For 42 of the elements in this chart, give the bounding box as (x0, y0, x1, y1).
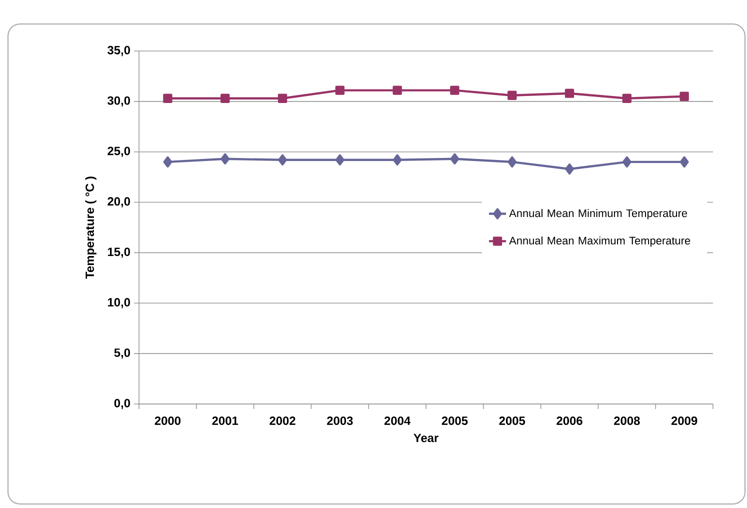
legend-label: Annual Mean Minimum Temperature (509, 209, 688, 220)
x-tick-label: 2000 (154, 416, 181, 425)
y-tick-label: 5,0 (114, 348, 130, 359)
point (220, 153, 230, 164)
point (680, 156, 689, 168)
point (564, 88, 574, 98)
point (508, 156, 517, 168)
point (565, 163, 574, 175)
y-tick-label: 10,0 (108, 298, 130, 308)
point (622, 94, 632, 103)
x-tick-label: 2002 (270, 416, 296, 425)
point (392, 86, 402, 95)
y-axis-title: Temperature ( °C ) (85, 176, 96, 279)
point (392, 154, 402, 166)
x-tick-label: 2004 (384, 416, 411, 425)
x-tick-label: 2003 (327, 416, 353, 425)
x-tick-label: 2009 (671, 416, 698, 425)
legend-label: Annual Mean Maximum Temperature (509, 236, 690, 247)
y-tick-label: 15,0 (108, 248, 130, 258)
x-tick-label: 2005 (499, 416, 526, 425)
x-tick-label: 2008 (614, 416, 640, 425)
point (680, 92, 689, 101)
y-tick-label: 35,0 (108, 46, 130, 56)
point (450, 153, 460, 164)
point (220, 94, 230, 103)
y-tick-label: 20,0 (108, 197, 130, 208)
point (163, 156, 172, 168)
point (278, 94, 288, 103)
y-tick-label: 25,0 (108, 146, 130, 157)
x-tick-label: 2006 (556, 416, 582, 425)
point (450, 86, 460, 95)
point (622, 156, 632, 168)
x-axis-title: Year (414, 434, 438, 442)
point (335, 154, 344, 166)
point (335, 86, 344, 95)
point (278, 154, 287, 166)
point (163, 94, 172, 103)
y-tick-label: 0,0 (114, 398, 130, 410)
x-tick-label: 2005 (442, 416, 468, 425)
point (508, 90, 517, 100)
y-tick-label: 30,0 (108, 96, 130, 107)
x-tick-label: 2001 (212, 416, 238, 425)
